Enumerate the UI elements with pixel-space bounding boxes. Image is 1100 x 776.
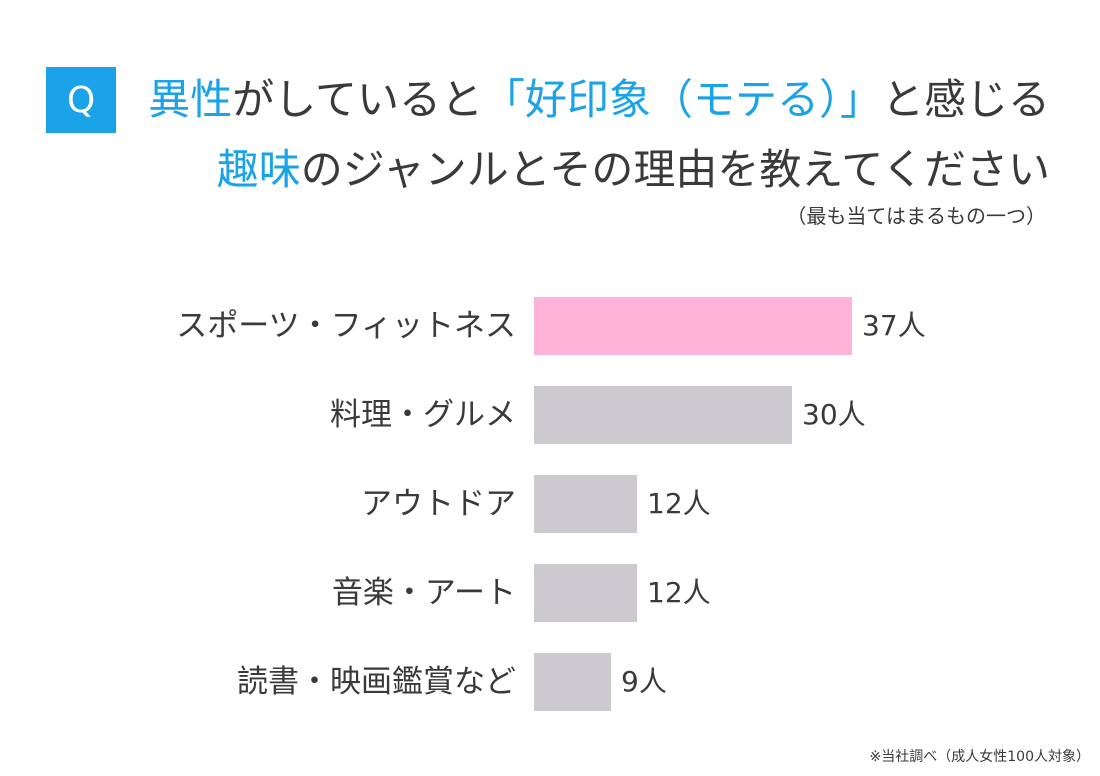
question-text-part-2: と感じる xyxy=(881,75,1050,124)
category-label: 音楽・アート xyxy=(331,574,516,611)
question-keyword-impression: 「好印象（モテる）」 xyxy=(482,75,882,124)
question-text-part-1: がしていると xyxy=(232,75,483,124)
category-label: スポーツ・フィットネス xyxy=(176,307,516,344)
value-label: 9人 xyxy=(621,665,667,698)
question-line-1: 異性がしていると「好印象（モテる）」と感じる xyxy=(148,66,1050,127)
question-note: （最も当てはまるもの一つ） xyxy=(786,204,1046,228)
question-keyword-opposite-sex: 異性 xyxy=(148,75,233,124)
value-label: 12人 xyxy=(647,576,711,609)
bar xyxy=(534,475,637,533)
question-text-part-3: のジャンルとその理由を教えてください xyxy=(300,145,1050,194)
value-label: 12人 xyxy=(647,487,711,520)
category-label: アウトドア xyxy=(361,485,516,522)
bar xyxy=(534,297,852,355)
question-badge: Q xyxy=(46,67,116,133)
bar xyxy=(534,386,792,444)
question-keyword-hobby: 趣味 xyxy=(216,145,301,194)
category-label: 料理・グルメ xyxy=(330,396,516,433)
bar xyxy=(534,653,611,711)
value-label: 37人 xyxy=(862,309,926,342)
question-line-2: 趣味のジャンルとその理由を教えてください xyxy=(217,136,1050,197)
category-label: 読書・映画鑑賞など xyxy=(237,663,516,700)
source-footnote: ※当社調べ（成人女性100人対象） xyxy=(869,749,1090,765)
value-label: 30人 xyxy=(802,398,866,431)
bar xyxy=(534,564,637,622)
